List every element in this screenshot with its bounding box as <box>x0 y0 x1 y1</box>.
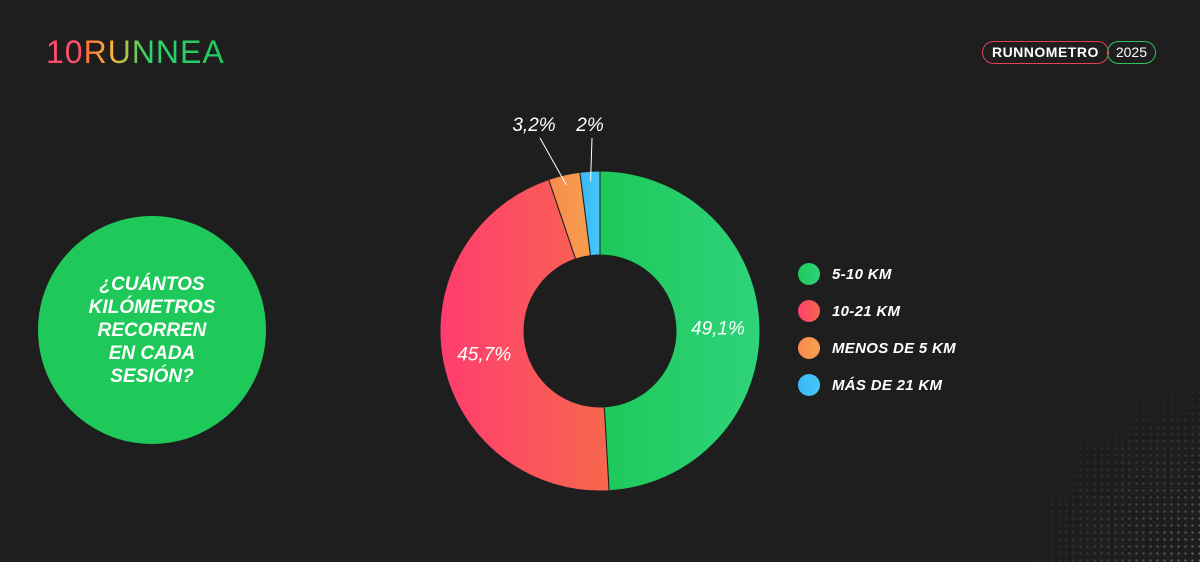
legend-swatch <box>798 374 820 396</box>
slice-label-2: 45,7% <box>457 344 511 365</box>
badge-year: 2025 <box>1106 40 1156 64</box>
leader-line-4 <box>590 137 593 182</box>
legend-label: 10-21 KM <box>832 302 901 320</box>
legend-swatch <box>798 337 820 359</box>
legend-item-4: MÁS DE 21 KM <box>798 373 956 397</box>
legend-label: 5-10 KM <box>832 265 892 283</box>
legend-item-1: 5-10 KM <box>798 262 956 286</box>
brand-logo-word: RUNNEA <box>83 33 225 70</box>
slice-label-1: 49,1% <box>691 319 745 340</box>
slice-label-3: 3,2% <box>512 115 555 136</box>
question-circle: ¿CUÁNTOS KILÓMETROS RECORREN EN CADA SES… <box>38 216 266 444</box>
pie-slice-2 <box>439 178 610 492</box>
legend-label: MÁS DE 21 KM <box>832 376 943 394</box>
pie-slice-1 <box>599 170 761 492</box>
legend-swatch <box>798 263 820 285</box>
legend-label: MENOS DE 5 KM <box>832 339 956 357</box>
leader-line-3 <box>539 137 567 186</box>
slice-label-4: 2% <box>575 115 604 136</box>
decorative-dot-pattern <box>1000 382 1200 562</box>
legend-item-3: MENOS DE 5 KM <box>798 336 956 360</box>
pie-slice-4 <box>579 170 601 257</box>
brand-logo: 10 RUNNEA <box>46 34 225 70</box>
chart-legend: 5-10 KM 10-21 KM MENOS DE 5 KM MÁS DE 21 KM <box>798 262 956 410</box>
legend-swatch <box>798 300 820 322</box>
legend-item-2: 10-21 KM <box>798 299 956 323</box>
question-text: ¿CUÁNTOS KILÓMETROS RECORREN EN CADA SES… <box>88 273 216 387</box>
brand-logo-number: 10 <box>46 33 84 70</box>
runnometro-badge: RUNNOMETRO 2025 <box>981 40 1156 64</box>
